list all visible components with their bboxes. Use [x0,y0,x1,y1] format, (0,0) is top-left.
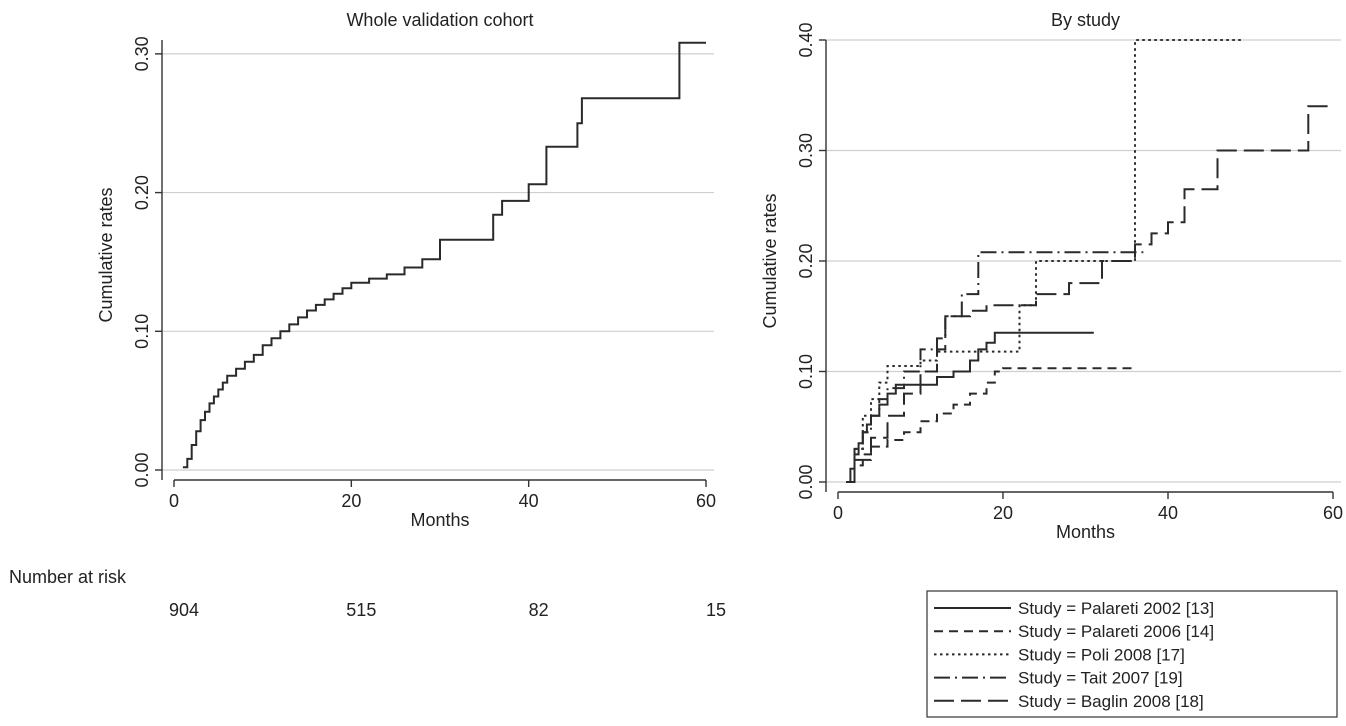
legend-label: Study = Baglin 2008 [18] [1018,692,1204,711]
legend-label: Study = Tait 2007 [19] [1018,669,1183,688]
y-tick-label: 0.30 [796,133,816,168]
y-tick-label: 0.10 [796,354,816,389]
series-line-dashdot-3 [846,251,1144,483]
number-at-risk-value: 15 [706,600,726,620]
number-at-risk-value: 904 [169,600,199,620]
x-axis-title: Months [410,510,469,530]
chart-title: By study [1051,10,1120,30]
number-at-risk-label: Number at risk [9,567,127,587]
series-line-solid-0 [846,331,1094,483]
y-tick-label: 0.30 [132,36,152,71]
y-tick-label: 0.00 [796,464,816,499]
y-tick-label: 0.40 [796,22,816,57]
x-tick-label: 20 [993,503,1013,523]
legend-label: Study = Palareti 2006 [14] [1018,622,1214,641]
y-axis-title: Cumulative rates [760,193,780,328]
legend-label: Study = Palareti 2002 [13] [1018,599,1214,618]
number-at-risk-value: 82 [529,600,549,620]
series-line-dashed-1 [846,367,1135,483]
x-tick-label: 0 [169,491,179,511]
legend: Study = Palareti 2002 [13] Study = Palare… [926,590,1338,718]
x-tick-label: 0 [833,503,843,523]
x-tick-label: 20 [341,491,361,511]
y-tick-label: 0.20 [796,243,816,278]
x-axis-title: Months [1056,522,1115,542]
y-axis-title: Cumulative rates [96,187,116,322]
y-tick-label: 0.00 [132,452,152,487]
legend-label: Study = Poli 2008 [17] [1018,645,1185,664]
panel-whole-cohort: 0.00 0.10 0.20 0.30 0 20 40 60 Whole validation … [96,10,716,530]
x-tick-label: 60 [696,491,716,511]
number-at-risk-table: Number at risk 904 515 82 15 [9,567,726,620]
chart-title: Whole validation cohort [346,10,533,30]
x-tick-label: 40 [1158,503,1178,523]
x-tick-label: 40 [519,491,539,511]
series-line-longdash-4 [846,105,1333,483]
number-at-risk-value: 515 [346,600,376,620]
panel-by-study: 0.00 0.10 0.20 0.30 0.40 0 20 40 60 By study Month… [760,10,1343,542]
y-tick-label: 0.20 [132,175,152,210]
x-tick-label: 60 [1323,503,1343,523]
y-tick-label: 0.10 [132,314,152,349]
series-line-solid-0 [182,41,706,469]
